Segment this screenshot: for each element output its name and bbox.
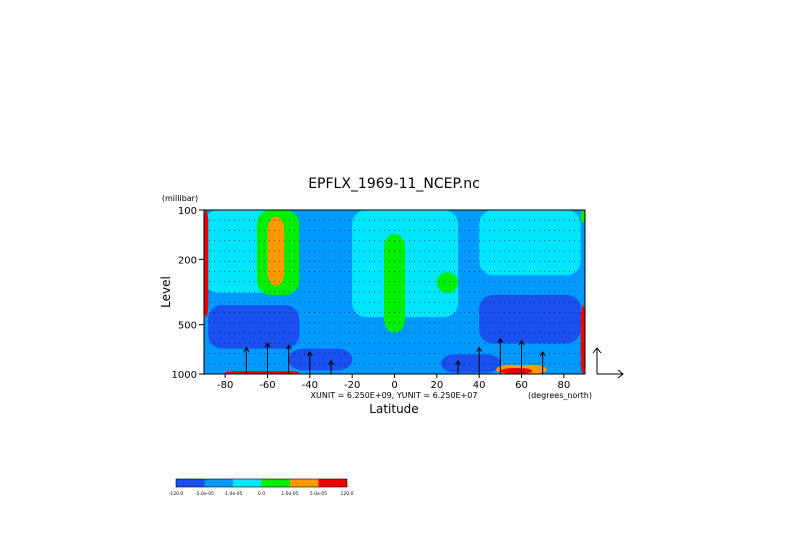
x-tick-label: -60 (259, 380, 275, 391)
legend-swatch (233, 479, 262, 487)
flux-vector-shape (264, 342, 271, 374)
contour-region (225, 371, 300, 374)
flux-vector (243, 346, 250, 374)
flux-vector-shape (306, 351, 313, 374)
contour-region (436, 272, 458, 293)
flux-vector (518, 340, 525, 374)
legend-label: 1.0e-05 (281, 491, 298, 497)
flux-vector-shape (243, 346, 250, 374)
reference-vector-icon (592, 347, 624, 379)
contour-plot-area (203, 209, 586, 375)
contour-region (580, 210, 585, 223)
contour-region (500, 368, 533, 374)
y-tick-label: 500 (178, 321, 197, 332)
legend-frame (175, 478, 348, 488)
flux-vector-shape (455, 359, 461, 374)
x-axis: -80 -60 -40 -20 0 20 40 60 80 (217, 374, 570, 391)
contour-region (288, 348, 353, 371)
y-tick-label: 1000 (172, 370, 197, 381)
x-tick-label: 60 (515, 380, 528, 391)
flux-vector-shape (518, 340, 525, 374)
contour-region (204, 210, 209, 318)
y-tick-label: 200 (178, 255, 197, 266)
legend-swatch (290, 479, 319, 487)
color-legend: -120.0 -5.0e-05 -1.0e-05 0.0 1.0e-05 5.0e-05 1… (169, 478, 354, 497)
legend-label: 0.0 (258, 491, 265, 497)
flux-vector (497, 337, 504, 374)
legend-swatch (204, 479, 233, 487)
flux-vector-shape (497, 337, 504, 374)
x-tick-label: 40 (473, 380, 486, 391)
x-tick-label: 20 (430, 380, 443, 391)
legend-label: 120.0 (341, 491, 354, 497)
vector-scale-label: XUNIT = 6.250E+09, YUNIT = 6.250E+07 (311, 391, 478, 400)
flux-vector (264, 342, 271, 374)
contour-region (479, 295, 581, 344)
legend-label: -120.0 (169, 491, 184, 497)
chart-title: EPFLX_1969-11_NCEP.nc (308, 176, 480, 192)
x-unit-label: (degrees_north) (528, 391, 592, 400)
y-axis-label: Level (159, 276, 173, 308)
legend-swatch (318, 479, 347, 487)
flux-vectors (243, 337, 546, 374)
flux-vector (476, 346, 483, 374)
flux-vector-shape (476, 346, 483, 374)
legend-label: 5.0e-05 (310, 491, 327, 497)
y-tick-label: 100 (178, 206, 197, 217)
x-tick-label: 0 (391, 380, 397, 391)
grid-dots (204, 210, 585, 374)
contour-region (580, 305, 585, 374)
y-axis: 100 200 500 1000 (172, 206, 204, 381)
legend-label: -1.0e-05 (224, 491, 243, 497)
contour-region (441, 354, 501, 373)
x-tick-label: -20 (344, 380, 360, 391)
flux-vector (539, 351, 546, 374)
flux-vector-shape (285, 344, 292, 374)
contour-fills (204, 210, 585, 374)
contour-region (208, 305, 300, 349)
legend-swatch (176, 479, 205, 487)
contour-region (383, 233, 406, 333)
flux-vector (455, 359, 461, 374)
legend-label: -5.0e-05 (195, 491, 214, 497)
y-unit-label: (millibar) (162, 194, 198, 203)
x-tick-label: -40 (302, 380, 318, 391)
x-tick-label: -80 (217, 380, 233, 391)
flux-vector (285, 344, 292, 374)
legend-swatch (261, 479, 290, 487)
contour-region (267, 216, 285, 286)
flux-vector-shape (539, 351, 546, 374)
x-axis-label: Latitude (369, 402, 418, 416)
flux-vector-shape (328, 359, 334, 374)
contour-region (479, 210, 581, 276)
flux-vector (306, 351, 313, 374)
flux-vector (328, 359, 334, 374)
x-tick-label: 80 (557, 380, 570, 391)
